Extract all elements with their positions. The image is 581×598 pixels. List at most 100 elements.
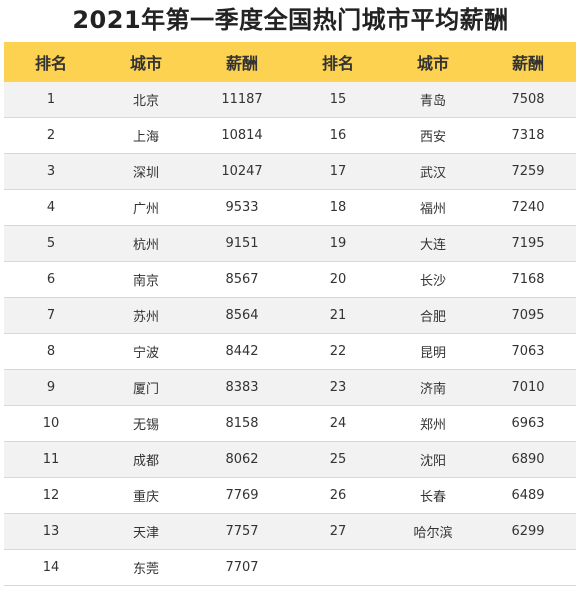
cell-salary: 9533 <box>194 189 290 226</box>
table-row: 4 广州 9533 18 福州 7240 <box>4 189 576 226</box>
cell-rank: 11 <box>4 441 98 478</box>
header-city: 城市 <box>98 42 194 82</box>
cell-city: 杭州 <box>98 225 194 262</box>
cell-salary: 8158 <box>194 405 290 442</box>
cell-salary: 8442 <box>194 333 290 370</box>
cell-rank: 24 <box>290 405 386 442</box>
cell-rank: 4 <box>4 189 98 226</box>
cell-city: 成都 <box>98 441 194 478</box>
header-salary: 薪酬 <box>480 42 576 82</box>
table-row: 6 南京 8567 20 长沙 7168 <box>4 261 576 298</box>
header-city: 城市 <box>386 42 480 82</box>
cell-salary: 7010 <box>480 369 576 406</box>
cell-rank: 9 <box>4 369 98 406</box>
header-rank: 排名 <box>290 42 386 82</box>
cell-rank: 5 <box>4 225 98 262</box>
cell-city: 宁波 <box>98 333 194 370</box>
cell-salary: 6890 <box>480 441 576 478</box>
cell-rank: 3 <box>4 153 98 190</box>
table-row: 12 重庆 7769 26 长春 6489 <box>4 477 576 514</box>
cell-city: 青岛 <box>386 82 480 118</box>
cell-city: 济南 <box>386 369 480 406</box>
cell-rank: 6 <box>4 261 98 298</box>
table-row: 14 东莞 7707 <box>4 549 576 586</box>
table-row: 9 厦门 8383 23 济南 7010 <box>4 369 576 406</box>
cell-rank: 23 <box>290 369 386 406</box>
cell-salary: 7168 <box>480 261 576 298</box>
cell-rank: 15 <box>290 82 386 118</box>
table-row: 2 上海 10814 16 西安 7318 <box>4 117 576 154</box>
cell-city: 哈尔滨 <box>386 513 480 550</box>
cell-salary: 7240 <box>480 189 576 226</box>
cell-salary: 8062 <box>194 441 290 478</box>
table-row: 7 苏州 8564 21 合肥 7095 <box>4 297 576 334</box>
cell-rank: 16 <box>290 117 386 154</box>
cell-city: 武汉 <box>386 153 480 190</box>
cell-city: 重庆 <box>98 477 194 514</box>
cell-city: 西安 <box>386 117 480 154</box>
cell-city: 南京 <box>98 261 194 298</box>
salary-table: 排名 城市 薪酬 排名 城市 薪酬 1 北京 11187 15 青岛 7508 2 上海 108… <box>4 42 576 586</box>
cell-rank: 21 <box>290 297 386 334</box>
cell-city: 天津 <box>98 513 194 550</box>
cell-rank: 1 <box>4 82 98 118</box>
cell-salary: 6963 <box>480 405 576 442</box>
cell-salary: 7757 <box>194 513 290 550</box>
cell-rank: 26 <box>290 477 386 514</box>
cell-city: 上海 <box>98 117 194 154</box>
cell-rank: 10 <box>4 405 98 442</box>
cell-rank: 7 <box>4 297 98 334</box>
cell-rank: 22 <box>290 333 386 370</box>
cell-rank: 27 <box>290 513 386 550</box>
cell-salary: 8564 <box>194 297 290 334</box>
cell-city: 合肥 <box>386 297 480 334</box>
cell-rank: 20 <box>290 261 386 298</box>
cell-salary: 6489 <box>480 477 576 514</box>
cell-rank: 18 <box>290 189 386 226</box>
cell-salary: 7769 <box>194 477 290 514</box>
cell-salary: 10247 <box>194 153 290 190</box>
cell-city: 无锡 <box>98 405 194 442</box>
header-rank: 排名 <box>4 42 98 82</box>
table-row: 5 杭州 9151 19 大连 7195 <box>4 225 576 262</box>
cell-salary: 7259 <box>480 153 576 190</box>
cell-city: 广州 <box>98 189 194 226</box>
cell-rank: 13 <box>4 513 98 550</box>
cell-city: 长沙 <box>386 261 480 298</box>
cell-city: 沈阳 <box>386 441 480 478</box>
cell-city: 长春 <box>386 477 480 514</box>
table-body: 1 北京 11187 15 青岛 7508 2 上海 10814 16 西安 7318 3 深圳 10247… <box>4 82 576 586</box>
page-title: 2021年第一季度全国热门城市平均薪酬 <box>72 6 509 34</box>
cell-city: 苏州 <box>98 297 194 334</box>
cell-city: 福州 <box>386 189 480 226</box>
table-row: 11 成都 8062 25 沈阳 6890 <box>4 441 576 478</box>
table-row: 1 北京 11187 15 青岛 7508 <box>4 82 576 118</box>
cell-city: 东莞 <box>98 549 194 586</box>
cell-city: 大连 <box>386 225 480 262</box>
cell-rank: 2 <box>4 117 98 154</box>
cell-salary: 11187 <box>194 82 290 118</box>
cell-city <box>386 549 480 586</box>
cell-rank: 17 <box>290 153 386 190</box>
cell-city: 郑州 <box>386 405 480 442</box>
cell-salary <box>480 549 576 586</box>
header-salary: 薪酬 <box>194 42 290 82</box>
cell-salary: 7508 <box>480 82 576 118</box>
cell-salary: 7707 <box>194 549 290 586</box>
cell-salary: 8383 <box>194 369 290 406</box>
table-row: 8 宁波 8442 22 昆明 7063 <box>4 333 576 370</box>
table-header-row: 排名 城市 薪酬 排名 城市 薪酬 <box>4 42 576 82</box>
cell-rank: 25 <box>290 441 386 478</box>
cell-rank: 19 <box>290 225 386 262</box>
cell-salary: 6299 <box>480 513 576 550</box>
cell-rank: 12 <box>4 477 98 514</box>
table-row: 10 无锡 8158 24 郑州 6963 <box>4 405 576 442</box>
cell-rank: 14 <box>4 549 98 586</box>
cell-salary: 7318 <box>480 117 576 154</box>
cell-rank: 8 <box>4 333 98 370</box>
cell-salary: 8567 <box>194 261 290 298</box>
cell-salary: 10814 <box>194 117 290 154</box>
cell-rank <box>290 549 386 586</box>
cell-city: 北京 <box>98 82 194 118</box>
cell-salary: 7195 <box>480 225 576 262</box>
